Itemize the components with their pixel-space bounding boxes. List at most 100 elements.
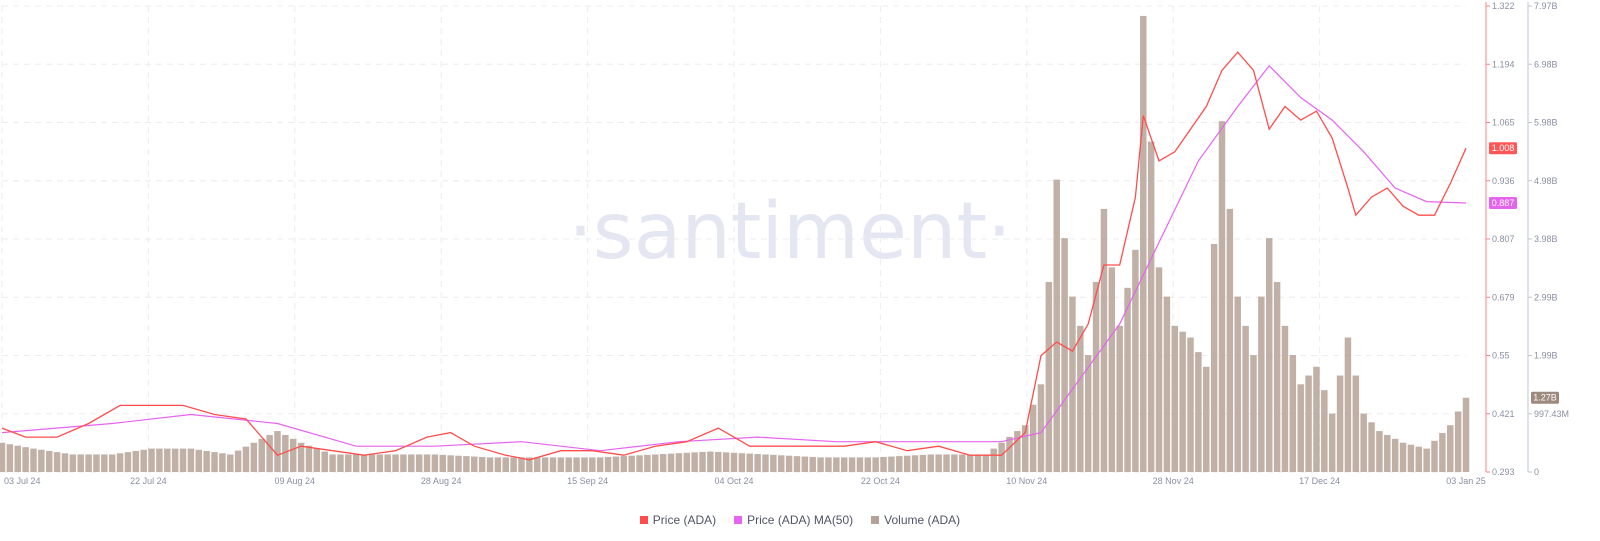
volume-bar bbox=[518, 457, 525, 472]
volume-bar bbox=[274, 431, 281, 472]
volume-bar bbox=[258, 438, 265, 472]
volume-bar bbox=[652, 454, 659, 472]
price-tick-label: 0.55 bbox=[1492, 351, 1510, 361]
volume-bar bbox=[502, 457, 509, 472]
legend-item-volume[interactable]: Volume (ADA) bbox=[871, 512, 960, 528]
volume-bar bbox=[809, 456, 816, 472]
volume-bar bbox=[982, 454, 990, 472]
volume-bar bbox=[1258, 296, 1265, 472]
volume-bar bbox=[132, 450, 140, 472]
volume-bar bbox=[494, 457, 502, 472]
volume-bar bbox=[384, 454, 391, 472]
volume-bar bbox=[557, 457, 565, 472]
volume-bar bbox=[1037, 384, 1045, 472]
volume-bar bbox=[620, 456, 628, 472]
volume-bar bbox=[289, 438, 297, 472]
volume-bar bbox=[242, 446, 250, 472]
volume-bar bbox=[1021, 425, 1029, 472]
x-tick-label: 28 Nov 24 bbox=[1153, 476, 1194, 486]
volume-bar bbox=[368, 454, 376, 472]
volume-bar bbox=[707, 451, 714, 472]
volume-bar bbox=[1423, 448, 1430, 472]
chart: ·santiment· 03 Jul 24 22 Jul 24 09 Aug 24 2… bbox=[0, 1, 1569, 486]
x-tick-label: 17 Dec 24 bbox=[1299, 476, 1340, 486]
volume-bar bbox=[1014, 431, 1021, 472]
volume-bar bbox=[1399, 442, 1407, 472]
volume-bar bbox=[1069, 296, 1076, 472]
volume-bar bbox=[400, 454, 407, 472]
legend-item-ma50[interactable]: Price (ADA) MA(50) bbox=[734, 512, 853, 528]
volume-bar bbox=[1336, 375, 1344, 472]
volume-tick-label: 1.99B bbox=[1534, 351, 1558, 361]
volume-bar bbox=[1132, 249, 1139, 472]
volume-bar bbox=[911, 455, 919, 472]
volume-bar bbox=[1454, 411, 1462, 472]
volume-bar bbox=[195, 449, 203, 472]
volume-bar bbox=[581, 457, 588, 472]
volume-bar bbox=[872, 457, 879, 472]
volume-bar bbox=[762, 454, 769, 472]
x-tick-label: 03 Jan 25 bbox=[1446, 476, 1486, 486]
volume-bar bbox=[148, 448, 155, 472]
price-tick-label: 0.807 bbox=[1492, 234, 1515, 244]
legend-item-price[interactable]: Price (ADA) bbox=[639, 512, 716, 528]
volume-bar bbox=[423, 454, 431, 472]
volume-bar bbox=[30, 448, 37, 472]
volume-bar bbox=[101, 454, 108, 472]
volume-bar bbox=[667, 453, 675, 472]
volume-bar bbox=[447, 455, 454, 472]
volume-bar bbox=[187, 448, 195, 472]
volume-bar bbox=[329, 454, 336, 472]
volume-bar bbox=[722, 452, 730, 472]
x-tick-label: 03 Jul 24 bbox=[4, 476, 41, 486]
volume-bar bbox=[919, 454, 927, 472]
volume-bar bbox=[1344, 337, 1352, 472]
volume-bar bbox=[116, 453, 124, 472]
legend-label-ma50: Price (ADA) MA(50) bbox=[747, 513, 854, 527]
volume-bar bbox=[1297, 384, 1304, 472]
volume-bar bbox=[234, 450, 242, 472]
volume-bar bbox=[1061, 238, 1068, 472]
x-axis: 03 Jul 24 22 Jul 24 09 Aug 24 28 Aug 24 15 S… bbox=[4, 476, 1486, 486]
value-badges: 1.008 0.887 1.27B bbox=[1489, 142, 1559, 404]
volume-bar bbox=[998, 442, 1005, 472]
volume-bar bbox=[156, 448, 163, 472]
x-tick-label: 04 Oct 24 bbox=[714, 476, 753, 486]
volume-bar bbox=[683, 452, 691, 472]
volume-bar bbox=[1155, 267, 1163, 472]
volume-bar bbox=[935, 454, 942, 472]
volume-bar bbox=[6, 444, 14, 472]
legend-swatch-volume bbox=[871, 516, 880, 524]
price-badge-bg bbox=[1489, 142, 1517, 155]
price-tick-label: 0.936 bbox=[1492, 176, 1515, 186]
volume-bar bbox=[715, 451, 722, 472]
volume-bar bbox=[699, 451, 706, 472]
volume-bar bbox=[463, 456, 470, 472]
volume-tick-label: 0 bbox=[1534, 467, 1539, 477]
volume-bar bbox=[612, 456, 620, 472]
volume-bar bbox=[455, 455, 462, 472]
volume-bar bbox=[943, 454, 950, 472]
volume-bar bbox=[297, 442, 305, 472]
volume-bar bbox=[1140, 15, 1147, 472]
volume-bar bbox=[1321, 390, 1328, 472]
volume-bar bbox=[927, 454, 935, 472]
volume-bar bbox=[966, 454, 974, 472]
volume-bar bbox=[1210, 243, 1218, 472]
volume-bar bbox=[1439, 433, 1446, 472]
volume-bar bbox=[1234, 296, 1241, 472]
volume-bar bbox=[1313, 366, 1320, 472]
volume-bar bbox=[974, 454, 982, 472]
volume-bar bbox=[77, 454, 84, 472]
volume-bar bbox=[856, 457, 864, 472]
volume-bar bbox=[549, 457, 557, 472]
volume-bar bbox=[1289, 355, 1297, 472]
volume-bar bbox=[337, 454, 344, 472]
legend: Price (ADA) Price (ADA) MA(50) Volume (A… bbox=[0, 512, 1600, 528]
volume-bar bbox=[38, 449, 45, 472]
volume-bar bbox=[1391, 438, 1399, 472]
volume-bar bbox=[730, 452, 738, 472]
volume-bar bbox=[352, 454, 360, 472]
volume-bar bbox=[1077, 325, 1084, 472]
volume-bar bbox=[1171, 325, 1179, 472]
